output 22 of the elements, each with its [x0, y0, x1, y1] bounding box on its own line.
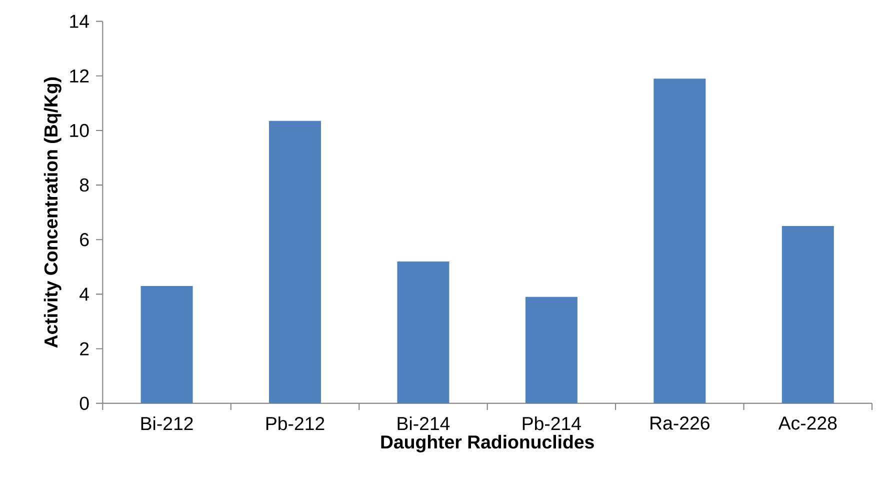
y-tick-label: 0 [80, 396, 89, 410]
x-axis-title: Daughter Radionuclides [381, 434, 594, 452]
bar [782, 226, 834, 404]
y-tick-label: 4 [80, 288, 89, 301]
y-tick-label: 14 [70, 14, 89, 28]
bar [654, 78, 706, 404]
bar [269, 120, 322, 404]
x-tick-label: Bi-214 [398, 416, 450, 430]
y-tick-label: 12 [70, 69, 89, 82]
x-tick-label: Bi-212 [141, 416, 193, 430]
y-tick-label: 10 [70, 124, 89, 138]
bar [397, 261, 450, 404]
y-axis-title: Activity Concentration (Bq/Kg) [44, 77, 62, 348]
y-tick-label: 8 [80, 178, 89, 192]
bar [525, 296, 578, 404]
y-tick-label: 6 [80, 232, 89, 246]
x-tick-label: Pb-214 [522, 416, 581, 430]
bar [140, 286, 193, 404]
x-tick-label: Pb-212 [266, 416, 324, 430]
x-tick-label: Ra-226 [650, 416, 710, 430]
x-tick-label: Ac-228 [778, 416, 837, 430]
y-tick-label: 2 [80, 342, 89, 356]
